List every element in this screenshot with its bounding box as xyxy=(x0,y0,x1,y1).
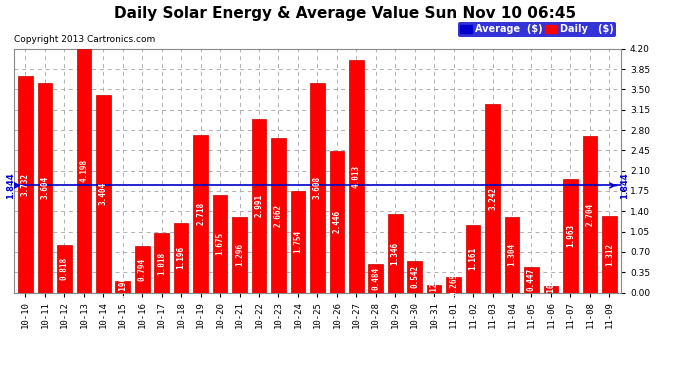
Bar xyxy=(233,217,247,292)
Bar xyxy=(466,225,480,292)
Text: 1.018: 1.018 xyxy=(157,251,166,274)
Text: 3.608: 3.608 xyxy=(313,176,322,200)
Text: 1.844: 1.844 xyxy=(6,172,14,199)
Text: Copyright 2013 Cartronics.com: Copyright 2013 Cartronics.com xyxy=(14,35,155,44)
Text: 1.196: 1.196 xyxy=(177,246,186,269)
Text: 3.404: 3.404 xyxy=(99,182,108,205)
Bar xyxy=(310,83,325,292)
Text: 1.304: 1.304 xyxy=(508,243,517,266)
Bar xyxy=(330,150,344,292)
Text: 0.484: 0.484 xyxy=(371,267,380,290)
Text: 0.107: 0.107 xyxy=(546,278,555,301)
Text: 3.242: 3.242 xyxy=(488,187,497,210)
Bar xyxy=(155,233,169,292)
Bar xyxy=(388,214,402,292)
Text: 2.704: 2.704 xyxy=(585,202,594,226)
Bar xyxy=(544,286,558,292)
Bar xyxy=(96,95,110,292)
Text: 1.346: 1.346 xyxy=(391,242,400,265)
Text: 0.794: 0.794 xyxy=(138,258,147,281)
Bar xyxy=(407,261,422,292)
Legend: Average  ($), Daily   ($): Average ($), Daily ($) xyxy=(458,22,616,37)
Bar xyxy=(135,246,150,292)
Bar xyxy=(252,119,266,292)
Bar xyxy=(563,178,578,292)
Text: 0.124: 0.124 xyxy=(430,278,439,300)
Text: 2.662: 2.662 xyxy=(274,204,283,227)
Bar xyxy=(174,223,188,292)
Text: 1.296: 1.296 xyxy=(235,243,244,267)
Text: 3.732: 3.732 xyxy=(21,172,30,196)
Bar xyxy=(77,49,91,292)
Text: 4.198: 4.198 xyxy=(79,159,88,182)
Text: 0.190: 0.190 xyxy=(118,275,127,298)
Text: 0.542: 0.542 xyxy=(411,265,420,288)
Text: 2.991: 2.991 xyxy=(255,194,264,217)
Bar xyxy=(524,267,539,292)
Text: 2.446: 2.446 xyxy=(333,210,342,233)
Bar xyxy=(602,216,617,292)
Text: 1.675: 1.675 xyxy=(215,232,224,255)
Text: 0.447: 0.447 xyxy=(527,268,536,291)
Text: 3.604: 3.604 xyxy=(41,176,50,200)
Bar xyxy=(349,60,364,292)
Text: 4.013: 4.013 xyxy=(352,165,361,188)
Bar xyxy=(193,135,208,292)
Text: 1.844: 1.844 xyxy=(620,172,629,199)
Text: 0.265: 0.265 xyxy=(449,273,458,296)
Bar xyxy=(504,217,520,292)
Text: Daily Solar Energy & Average Value Sun Nov 10 06:45: Daily Solar Energy & Average Value Sun N… xyxy=(114,6,576,21)
Bar xyxy=(582,136,597,292)
Bar xyxy=(57,245,72,292)
Bar xyxy=(271,138,286,292)
Text: 0.818: 0.818 xyxy=(60,257,69,280)
Text: 1.754: 1.754 xyxy=(293,230,302,253)
Bar xyxy=(368,264,383,292)
Text: 1.161: 1.161 xyxy=(469,247,477,270)
Bar xyxy=(485,104,500,292)
Bar xyxy=(38,83,52,292)
Bar xyxy=(115,282,130,292)
Bar xyxy=(427,285,442,292)
Bar xyxy=(446,277,461,292)
Bar xyxy=(213,195,228,292)
Text: 1.312: 1.312 xyxy=(605,243,614,266)
Text: 2.718: 2.718 xyxy=(196,202,205,225)
Text: 1.963: 1.963 xyxy=(566,224,575,247)
Bar xyxy=(290,191,305,292)
Bar xyxy=(18,76,33,292)
